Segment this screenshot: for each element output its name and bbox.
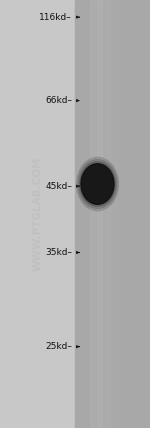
Ellipse shape <box>78 159 117 208</box>
Text: 35kd–: 35kd– <box>45 248 72 257</box>
Ellipse shape <box>80 161 116 206</box>
Bar <box>90 0 102 428</box>
Bar <box>105 0 117 428</box>
Text: 66kd–: 66kd– <box>45 96 72 105</box>
Ellipse shape <box>81 163 114 205</box>
Text: 116kd–: 116kd– <box>39 12 72 22</box>
Text: WWW.PTGLAB.COM: WWW.PTGLAB.COM <box>33 157 42 271</box>
Ellipse shape <box>76 157 118 211</box>
Bar <box>75 0 150 428</box>
Text: 25kd–: 25kd– <box>45 342 72 351</box>
Text: 45kd–: 45kd– <box>45 181 72 191</box>
Bar <box>98 0 110 428</box>
